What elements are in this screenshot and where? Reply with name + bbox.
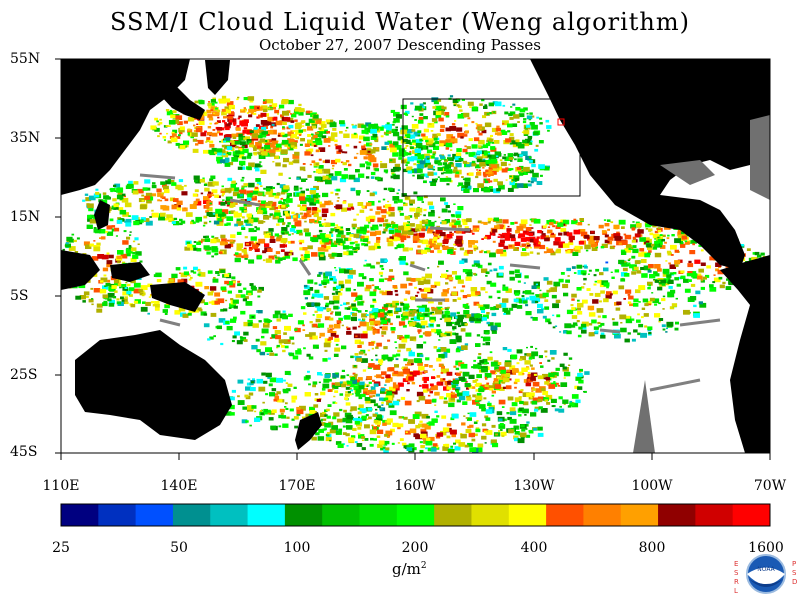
- colorbar-tick-label: 400: [520, 540, 548, 556]
- lon-label-140e: 140E: [160, 478, 198, 494]
- colorbar-swatch: [471, 504, 510, 526]
- marker-square: [557, 118, 565, 126]
- lat-label-15n: 15N: [10, 209, 41, 225]
- colorbar-swatch: [98, 504, 137, 526]
- colorbar-swatch: [620, 504, 659, 526]
- colorbar-swatch: [396, 504, 435, 526]
- lat-label-5s: 5S: [10, 288, 29, 304]
- lat-label-35n: 35N: [10, 130, 41, 146]
- colorbar-swatch: [695, 504, 734, 526]
- japan-landmass: [160, 85, 205, 120]
- colorbar-swatch: [583, 504, 622, 526]
- lon-label-70w: 70W: [753, 478, 787, 494]
- land-masses: [61, 59, 770, 453]
- region-box: [402, 98, 581, 197]
- new-zealand-landmass: [295, 412, 322, 450]
- lon-label-160w: 160W: [394, 478, 436, 494]
- colorbar-swatch: [359, 504, 398, 526]
- lon-label-170e: 170E: [278, 478, 316, 494]
- colorbar-tick-label: 100: [283, 540, 311, 556]
- lat-label-55n: 55N: [10, 51, 41, 67]
- lat-ticks: [55, 58, 61, 454]
- colorbar-frame: [60, 503, 771, 527]
- lat-label-25s: 25S: [10, 367, 38, 383]
- philippines-landmass: [94, 200, 110, 230]
- colorbar-swatch: [658, 504, 696, 526]
- no-data-gap-lines: [139, 173, 721, 392]
- colorbar-swatch: [546, 504, 584, 526]
- colorbar-tick-label: 200: [401, 540, 429, 556]
- colorbar-tick-label: 25: [52, 540, 70, 556]
- colorbar-tick-label: 800: [638, 540, 666, 556]
- lon-label-130w: 130W: [513, 478, 555, 494]
- new-guinea-landmass: [150, 282, 205, 312]
- noaa-logo: NOAA: [746, 554, 786, 594]
- colorbar-tick-label: 50: [170, 540, 188, 556]
- colorbar: [60, 503, 771, 527]
- colorbar-swatch: [322, 504, 361, 526]
- lon-label-110e: 110E: [42, 478, 80, 494]
- colorbar-swatch: [508, 504, 547, 526]
- colorbar-swatch: [135, 504, 174, 526]
- colorbar-tick-label: 1600: [748, 540, 784, 556]
- south-america-landmass: [720, 255, 770, 453]
- map-title: SSM/I Cloud Liquid Water (Weng algorithm…: [109, 8, 690, 36]
- cloud-water-field: [61, 95, 770, 453]
- australia-landmass: [75, 330, 232, 440]
- colorbar-swatch: [247, 504, 286, 526]
- asia-landmass: [61, 59, 190, 195]
- colorbar-swatch: [172, 504, 211, 526]
- colorbar-swatch: [434, 504, 472, 526]
- north-america-landmass: [530, 59, 770, 270]
- no-data-swaths: [633, 115, 770, 453]
- lat-label-45s: 45S: [10, 444, 38, 460]
- map-subtitle: October 27, 2007 Descending Passes: [258, 36, 542, 54]
- lon-label-100w: 100W: [631, 478, 673, 494]
- colorbar-swatch: [284, 504, 323, 526]
- lon-ticks: [60, 453, 771, 460]
- colorbar-swatch: [61, 504, 99, 526]
- logo-text: NOAA: [757, 566, 775, 573]
- units-label: g/m2: [392, 560, 427, 578]
- colorbar-swatch: [210, 504, 249, 526]
- colorbar-swatch: [732, 504, 771, 526]
